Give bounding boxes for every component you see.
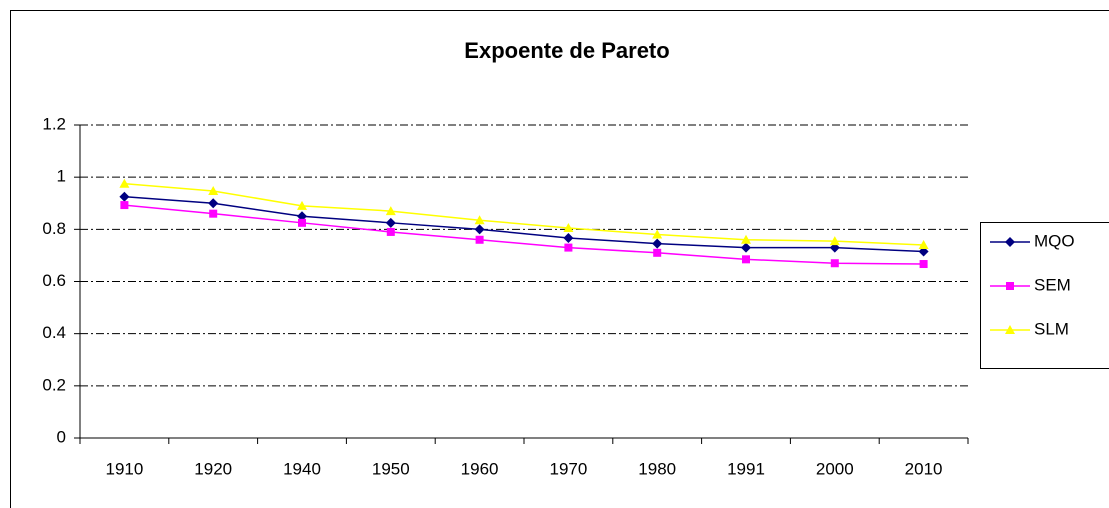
point bbox=[474, 224, 485, 235]
point bbox=[475, 235, 484, 244]
chart-title: Expoente de Pareto bbox=[464, 38, 669, 63]
point bbox=[385, 206, 396, 216]
point bbox=[829, 236, 840, 246]
x-tick-label: 2000 bbox=[816, 459, 854, 478]
point bbox=[742, 255, 750, 264]
legend-marker bbox=[1005, 237, 1015, 247]
y-tick-label: 0.8 bbox=[42, 219, 66, 238]
point bbox=[297, 211, 307, 222]
legend-box bbox=[980, 222, 1109, 369]
point bbox=[298, 218, 306, 227]
point bbox=[918, 246, 929, 257]
point bbox=[918, 239, 929, 249]
x-tick-label: 1950 bbox=[372, 459, 410, 478]
y-tick-label: 0 bbox=[57, 427, 66, 446]
legend-label: SLM bbox=[1034, 319, 1069, 338]
legend-label: SEM bbox=[1034, 275, 1071, 294]
point bbox=[209, 209, 218, 218]
point bbox=[208, 198, 219, 209]
chart-border bbox=[10, 10, 1109, 508]
x-tick-label: 1910 bbox=[105, 459, 143, 478]
series-line bbox=[124, 195, 924, 253]
y-tick-label: 0.4 bbox=[42, 323, 66, 342]
series-line bbox=[124, 182, 924, 246]
point bbox=[385, 217, 396, 228]
x-tick-label: 2010 bbox=[905, 459, 943, 478]
legend-label: MQO bbox=[1034, 231, 1075, 250]
point bbox=[741, 242, 751, 253]
point bbox=[653, 248, 662, 257]
point bbox=[564, 243, 573, 252]
legend-marker bbox=[1006, 282, 1014, 290]
point bbox=[563, 223, 574, 233]
point bbox=[563, 232, 574, 243]
point bbox=[652, 229, 663, 239]
series-line bbox=[124, 204, 924, 265]
point bbox=[919, 260, 928, 269]
x-tick-label: 1980 bbox=[638, 459, 676, 478]
y-tick-label: 0.2 bbox=[42, 375, 66, 394]
x-tick-label: 1920 bbox=[194, 459, 232, 478]
point bbox=[386, 227, 395, 236]
x-tick-label: 1970 bbox=[549, 459, 587, 478]
y-tick-label: 0.6 bbox=[42, 271, 66, 290]
point bbox=[829, 242, 840, 253]
x-tick-label: 1960 bbox=[461, 459, 499, 478]
point bbox=[119, 178, 130, 188]
point bbox=[120, 201, 129, 210]
point bbox=[652, 238, 663, 249]
point bbox=[119, 191, 130, 202]
point bbox=[830, 259, 839, 268]
x-tick-label: 1991 bbox=[727, 459, 765, 478]
y-tick-label: 1.2 bbox=[42, 114, 66, 133]
x-tick-label: 1940 bbox=[283, 459, 321, 478]
point bbox=[474, 215, 485, 225]
point bbox=[297, 200, 307, 210]
point bbox=[741, 234, 751, 244]
legend-marker bbox=[1005, 325, 1015, 334]
point bbox=[208, 185, 219, 195]
y-tick-label: 1 bbox=[57, 167, 66, 186]
